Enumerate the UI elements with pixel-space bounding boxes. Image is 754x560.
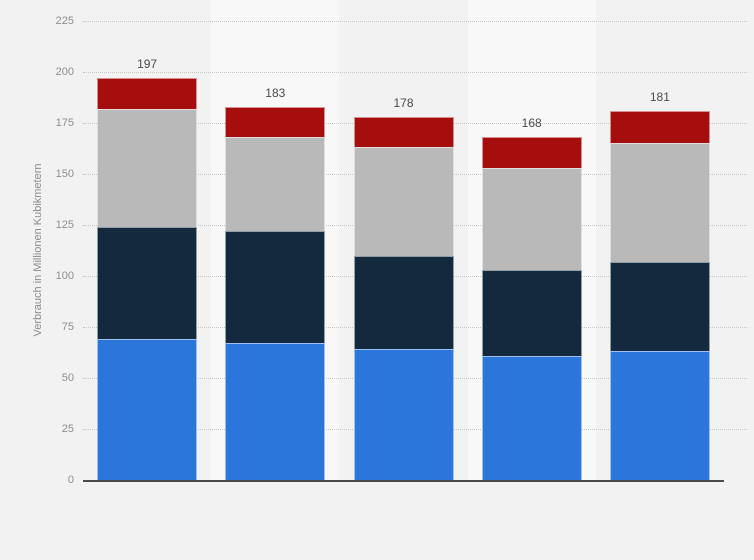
bar-total-label: 183 bbox=[265, 85, 286, 100]
segment-navy bbox=[609, 261, 710, 352]
bar-total-label: 178 bbox=[393, 95, 414, 110]
segment-gray bbox=[97, 108, 198, 228]
stacked-bar bbox=[481, 137, 582, 480]
stacked-bar bbox=[353, 116, 454, 480]
stacked-bar bbox=[225, 106, 326, 480]
y-tick-label: 25 bbox=[61, 423, 74, 435]
y-tick-label: 0 bbox=[67, 474, 74, 486]
y-tick-label: 225 bbox=[55, 15, 74, 27]
segment-red bbox=[481, 137, 582, 168]
segment-gray bbox=[353, 147, 454, 256]
bar-total-label: 181 bbox=[649, 89, 670, 104]
gridline bbox=[83, 72, 747, 73]
stacked-bar bbox=[97, 78, 198, 480]
segment-navy bbox=[97, 227, 198, 340]
y-tick-label: 175 bbox=[55, 117, 74, 129]
segment-blue bbox=[609, 351, 710, 480]
segment-red bbox=[353, 116, 454, 148]
segment-blue bbox=[481, 355, 582, 480]
segment-gray bbox=[481, 167, 582, 270]
y-tick-label: 50 bbox=[61, 372, 74, 384]
bar-total-label: 197 bbox=[137, 57, 158, 72]
segment-gray bbox=[609, 143, 710, 262]
y-tick-label: 75 bbox=[61, 321, 74, 333]
segment-red bbox=[609, 110, 710, 144]
segment-red bbox=[225, 106, 326, 138]
y-tick-label: 125 bbox=[55, 219, 74, 231]
y-axis-title: Verbrauch in Millionen Kubikmetern bbox=[32, 163, 44, 337]
y-tick-label: 150 bbox=[55, 168, 74, 180]
segment-blue bbox=[225, 343, 326, 480]
y-tick-label: 200 bbox=[55, 66, 74, 78]
segment-red bbox=[97, 78, 198, 109]
y-tick-label: 100 bbox=[55, 270, 74, 282]
segment-navy bbox=[225, 231, 326, 344]
x-axis-line bbox=[83, 480, 724, 482]
segment-blue bbox=[97, 339, 198, 480]
gridline bbox=[83, 21, 747, 22]
bar-total-label: 168 bbox=[521, 116, 542, 131]
segment-navy bbox=[481, 269, 582, 356]
stacked-bar bbox=[609, 110, 710, 480]
segment-gray bbox=[225, 137, 326, 232]
segment-blue bbox=[353, 349, 454, 480]
segment-navy bbox=[353, 255, 454, 350]
